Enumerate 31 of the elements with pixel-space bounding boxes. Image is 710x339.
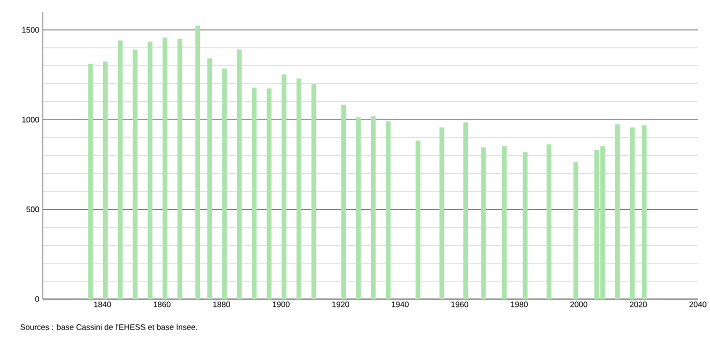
bar	[311, 84, 316, 300]
bar	[296, 78, 302, 300]
bar	[546, 144, 552, 300]
bar	[416, 140, 420, 300]
bar	[439, 127, 444, 300]
bar	[341, 104, 346, 300]
bar	[162, 38, 168, 300]
bar	[132, 49, 138, 300]
bar	[148, 42, 152, 300]
bar	[88, 64, 93, 300]
bar	[118, 40, 123, 300]
bar	[463, 122, 468, 300]
bar	[615, 124, 620, 300]
bar	[522, 152, 528, 300]
bar	[282, 74, 286, 300]
bar	[370, 116, 376, 300]
bar	[252, 88, 257, 300]
bar	[103, 62, 108, 300]
bar	[177, 38, 182, 300]
bar	[266, 88, 272, 300]
bar	[386, 121, 391, 300]
bar	[207, 58, 212, 300]
bar	[573, 162, 578, 300]
bar	[642, 125, 647, 300]
bar	[236, 49, 242, 300]
bar	[630, 127, 635, 300]
bar	[222, 68, 227, 300]
bar	[502, 146, 507, 300]
bar	[195, 26, 200, 300]
bar	[356, 117, 361, 300]
bar	[481, 147, 486, 300]
